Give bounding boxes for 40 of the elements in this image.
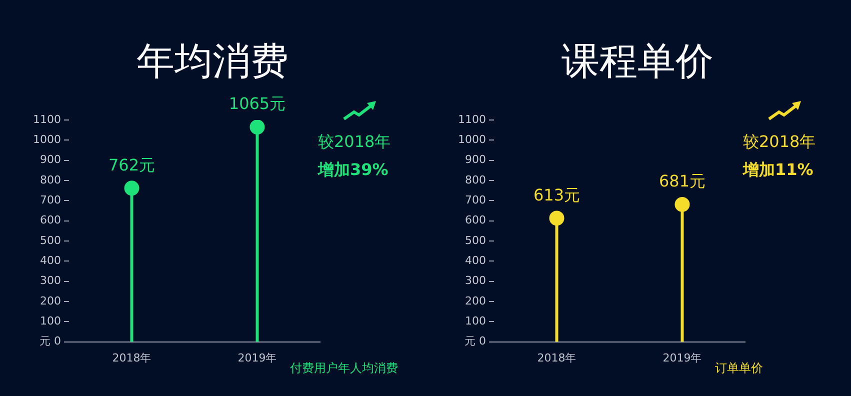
y-tick-label: 400 <box>464 254 486 268</box>
y-tick-label: 600 <box>464 214 486 227</box>
annotation: 较2018年 <box>743 131 816 153</box>
y-tick-label: 900 <box>464 153 486 166</box>
y-tick-label: 900 <box>40 153 61 166</box>
y-tick-label: 500 <box>464 234 486 247</box>
chart-title: 年均消费 <box>136 38 290 85</box>
chart-title: 课程单价 <box>560 38 714 85</box>
y-tick-label: 100 <box>464 314 486 328</box>
data-label: 1065元 <box>228 94 286 114</box>
data-label: 613元 <box>533 185 580 204</box>
y-tick-label: 1100 <box>32 112 61 126</box>
y-tick-label: 1100 <box>458 112 486 126</box>
y-tick-label: 500 <box>40 234 61 247</box>
y-tick-label: 300 <box>464 274 486 288</box>
x-tick-label: 2018年 <box>537 351 576 364</box>
x-axis-title: 订单单价 <box>715 360 763 377</box>
y-tick-label: 1000 <box>458 133 486 146</box>
y-tick-label: 800 <box>464 173 486 186</box>
y-tick-label: 700 <box>40 194 61 207</box>
y-tick-label: 700 <box>464 194 486 207</box>
y-tick-label: 元 0 <box>464 334 486 348</box>
y-tick-label: 200 <box>40 294 61 308</box>
data-label: 681元 <box>658 172 706 191</box>
y-tick-label: 400 <box>40 254 61 268</box>
y-tick-label: 600 <box>40 214 61 227</box>
y-tick-label: 1000 <box>32 133 61 146</box>
x-tick-label: 2018年 <box>112 351 152 364</box>
y-tick-label: 元 0 <box>39 334 61 348</box>
x-axis-title: 付费用户年人均消费 <box>290 360 398 377</box>
y-tick-label: 200 <box>464 294 486 308</box>
annotation: 增加39% <box>318 159 390 181</box>
y-tick-label: 100 <box>40 314 61 328</box>
y-tick-label: 800 <box>40 173 61 186</box>
annotation: 较2018年 <box>318 131 391 153</box>
x-tick-label: 2019年 <box>238 351 277 364</box>
annotation: 增加11% <box>743 159 814 181</box>
x-tick-label: 2019年 <box>662 351 702 364</box>
data-label: 762元 <box>108 155 156 174</box>
y-tick-label: 300 <box>40 274 61 288</box>
